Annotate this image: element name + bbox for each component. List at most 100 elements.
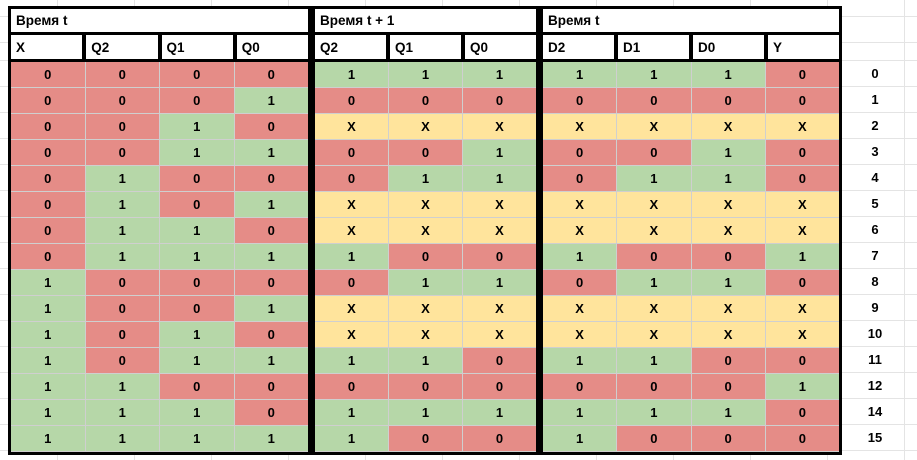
table-cell[interactable]: 1 [160,140,235,166]
table-cell[interactable]: 0 [617,374,692,400]
row-number[interactable]: 9 [871,299,879,315]
table-cell[interactable]: 0 [691,348,766,374]
table-cell[interactable]: 0 [463,426,536,452]
table-cell[interactable]: 1 [85,374,160,400]
table-cell[interactable]: X [691,322,766,348]
table-cell[interactable]: X [463,296,536,322]
table-cell[interactable]: X [389,192,463,218]
table-cell[interactable]: 0 [85,322,160,348]
table-cell[interactable]: 0 [234,374,308,400]
table-cell[interactable]: 1 [389,348,463,374]
table-cell[interactable]: 1 [234,348,308,374]
table-cell[interactable]: 0 [85,140,160,166]
table-cell[interactable]: 0 [234,322,308,348]
table-cell[interactable]: 0 [389,244,463,270]
table-cell[interactable]: 1 [315,400,389,426]
table-cell[interactable]: 0 [617,140,692,166]
table-cell[interactable]: X [691,192,766,218]
table-cell[interactable]: 1 [315,62,389,88]
table-cell[interactable]: X [543,322,618,348]
table-cell[interactable]: 1 [160,114,235,140]
table-cell[interactable]: X [617,114,692,140]
table-cell[interactable]: 0 [463,88,536,114]
table-cell[interactable]: 1 [160,322,235,348]
table-cell[interactable]: X [315,218,389,244]
table-cell[interactable]: 1 [234,140,308,166]
table-cell[interactable]: 0 [315,270,389,296]
header-group-time-t-plus-1[interactable]: Время t + 1 [315,9,536,32]
table-cell[interactable]: 0 [11,166,86,192]
column-header-d1[interactable]: D1 [618,35,693,59]
table-cell[interactable]: 0 [765,166,839,192]
table-cell[interactable]: X [315,322,389,348]
row-number[interactable]: 15 [867,429,883,445]
table-cell[interactable]: 1 [543,244,618,270]
table-cell[interactable]: 1 [85,192,160,218]
table-cell[interactable]: 0 [315,140,389,166]
table-cell[interactable]: 1 [160,218,235,244]
table-cell[interactable]: 1 [315,348,389,374]
table-cell[interactable]: 1 [765,244,839,270]
table-cell[interactable]: 1 [315,244,389,270]
table-cell[interactable]: 0 [765,348,839,374]
table-cell[interactable]: X [463,114,536,140]
column-header-q2[interactable]: Q2 [86,35,162,59]
table-cell[interactable]: 1 [85,244,160,270]
table-cell[interactable]: 1 [85,400,160,426]
table-cell[interactable]: 0 [160,296,235,322]
table-cell[interactable]: 1 [463,400,536,426]
table-cell[interactable]: 1 [617,400,692,426]
table-cell[interactable]: 0 [543,270,618,296]
table-cell[interactable]: 1 [11,322,86,348]
table-cell[interactable]: 0 [765,270,839,296]
table-cell[interactable]: 1 [617,62,692,88]
table-cell[interactable]: 0 [765,62,839,88]
table-cell[interactable]: 0 [11,114,86,140]
table-cell[interactable]: 0 [85,270,160,296]
table-cell[interactable]: 1 [389,270,463,296]
table-cell[interactable]: 0 [160,270,235,296]
table-cell[interactable]: X [543,218,618,244]
table-cell[interactable]: 0 [691,426,766,452]
column-header-q2-next[interactable]: Q2 [315,35,390,59]
row-number[interactable]: 12 [867,377,883,393]
table-cell[interactable]: 0 [765,88,839,114]
table-cell[interactable]: X [389,296,463,322]
table-cell[interactable]: 0 [11,192,86,218]
table-cell[interactable]: 0 [234,114,308,140]
table-cell[interactable]: 0 [543,374,618,400]
table-cell[interactable]: 0 [389,88,463,114]
table-cell[interactable]: 0 [315,166,389,192]
table-cell[interactable]: 1 [11,400,86,426]
table-cell[interactable]: X [315,192,389,218]
table-cell[interactable]: 1 [389,62,463,88]
table-cell[interactable]: X [617,322,692,348]
table-cell[interactable]: 0 [765,400,839,426]
table-cell[interactable]: 0 [691,374,766,400]
table-cell[interactable]: 0 [160,192,235,218]
column-header-q1-next[interactable]: Q1 [390,35,465,59]
table-cell[interactable]: 0 [234,166,308,192]
table-cell[interactable]: X [765,218,839,244]
table-cell[interactable]: 0 [234,400,308,426]
column-header-q0[interactable]: Q0 [236,35,308,59]
row-number[interactable]: 6 [871,221,879,237]
table-cell[interactable]: X [617,218,692,244]
table-cell[interactable]: 0 [463,348,536,374]
table-cell[interactable]: 0 [315,88,389,114]
row-number[interactable]: 5 [871,195,879,211]
table-cell[interactable]: X [543,114,618,140]
row-number[interactable]: 1 [871,91,879,107]
table-cell[interactable]: 0 [389,426,463,452]
table-cell[interactable]: 0 [85,114,160,140]
table-cell[interactable]: 1 [691,140,766,166]
table-cell[interactable]: 1 [234,192,308,218]
table-cell[interactable]: 1 [234,244,308,270]
table-cell[interactable]: 1 [765,374,839,400]
table-cell[interactable]: 0 [85,296,160,322]
table-cell[interactable]: 1 [543,426,618,452]
table-cell[interactable]: 1 [463,166,536,192]
table-cell[interactable]: X [463,218,536,244]
table-cell[interactable]: 0 [765,140,839,166]
table-cell[interactable]: X [765,296,839,322]
